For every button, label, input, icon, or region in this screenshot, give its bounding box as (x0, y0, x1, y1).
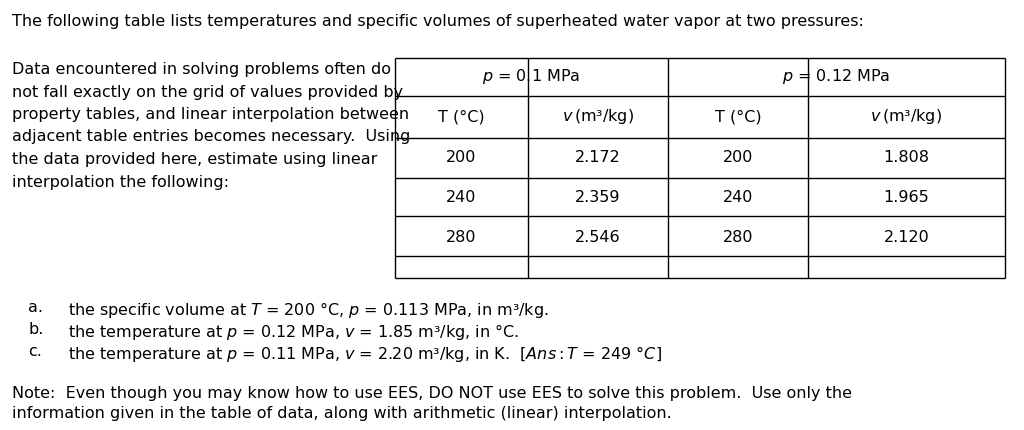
Text: 200: 200 (446, 150, 477, 166)
Text: 1.808: 1.808 (884, 150, 930, 166)
Text: Data encountered in solving problems often do: Data encountered in solving problems oft… (12, 62, 391, 77)
Text: $p$ = 0.12 MPa: $p$ = 0.12 MPa (782, 68, 891, 86)
Text: T (°C): T (°C) (438, 110, 484, 125)
Text: $p$ = 0.1 MPa: $p$ = 0.1 MPa (482, 68, 581, 86)
Text: 2.172: 2.172 (575, 150, 621, 166)
Text: 2.359: 2.359 (575, 190, 621, 205)
Text: T (°C): T (°C) (715, 110, 761, 125)
Text: 1.965: 1.965 (884, 190, 930, 205)
Text: information given in the table of data, along with arithmetic (linear) interpola: information given in the table of data, … (12, 406, 672, 421)
Text: not fall exactly on the grid of values provided by: not fall exactly on the grid of values p… (12, 85, 403, 99)
Text: the data provided here, estimate using linear: the data provided here, estimate using l… (12, 152, 378, 167)
Text: interpolation the following:: interpolation the following: (12, 175, 229, 190)
Text: adjacent table entries becomes necessary.  Using: adjacent table entries becomes necessary… (12, 129, 411, 144)
Text: property tables, and linear interpolation between: property tables, and linear interpolatio… (12, 107, 410, 122)
Text: 2.546: 2.546 (575, 230, 621, 245)
Text: a.: a. (28, 300, 43, 315)
Text: 240: 240 (446, 190, 477, 205)
Text: The following table lists temperatures and specific volumes of superheated water: The following table lists temperatures a… (12, 14, 864, 29)
Text: 2.120: 2.120 (884, 230, 930, 245)
Text: $v\,$(m³/kg): $v\,$(m³/kg) (562, 108, 634, 126)
Text: the temperature at $p$ = 0.12 MPa, $v$ = 1.85 m³/kg, in °C.: the temperature at $p$ = 0.12 MPa, $v$ =… (68, 322, 519, 342)
Text: 240: 240 (723, 190, 754, 205)
Text: 280: 280 (446, 230, 477, 245)
Text: Note:  Even though you may know how to use EES, DO NOT use EES to solve this pro: Note: Even though you may know how to us… (12, 386, 852, 401)
Text: 200: 200 (723, 150, 754, 166)
Text: the temperature at $p$ = 0.11 MPa, $v$ = 2.20 m³/kg, in K.  $\it{[Ans: T}$ = 249: the temperature at $p$ = 0.11 MPa, $v$ =… (68, 344, 662, 364)
Text: b.: b. (28, 322, 43, 337)
Text: $v\,$(m³/kg): $v\,$(m³/kg) (870, 108, 942, 126)
Text: the specific volume at $T$ = 200 °C, $p$ = 0.113 MPa, in m³/kg.: the specific volume at $T$ = 200 °C, $p$… (68, 300, 549, 320)
Text: 280: 280 (723, 230, 754, 245)
Text: c.: c. (28, 344, 42, 359)
